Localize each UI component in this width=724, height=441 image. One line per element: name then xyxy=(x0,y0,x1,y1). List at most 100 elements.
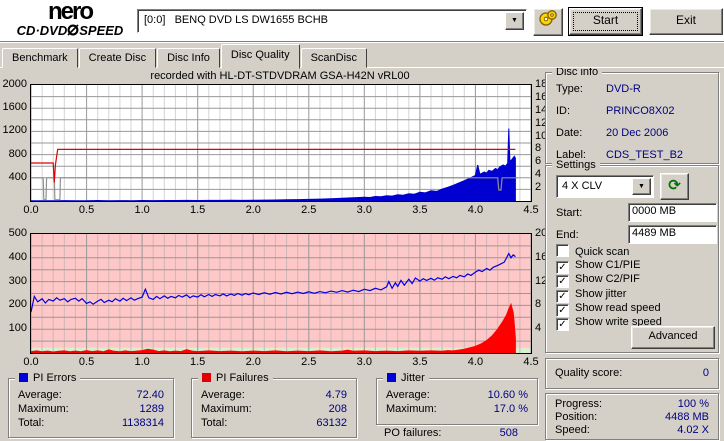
start-button[interactable]: Start xyxy=(568,7,643,36)
checkbox-row-show-write-speed[interactable]: ✓ Show write speed xyxy=(556,316,662,331)
pi-failures-panel: PI Failures Average: 4.79 Maximum: 208 Tot… xyxy=(191,372,357,438)
axis-tick-label: 0.5 xyxy=(78,204,95,216)
progress-panel: Progress: 100 % Position: 4488 MB Speed: 4.… xyxy=(545,393,719,440)
tab-scandisc[interactable]: ScanDisc xyxy=(300,48,368,68)
axis-tick-label: 2 xyxy=(535,181,542,194)
pi-errors-legend-swatch xyxy=(19,373,28,382)
chevron-down-icon[interactable]: ▼ xyxy=(505,12,524,30)
checkbox-row-quick-scan[interactable]: Quick scan xyxy=(556,244,629,258)
pi-errors-title: PI Errors xyxy=(33,372,77,384)
disc-info-label: ID: xyxy=(556,105,571,117)
axis-tick-label: 4.0 xyxy=(467,356,484,368)
jitter-legend-swatch xyxy=(387,373,396,382)
stat-label: Average: xyxy=(201,389,245,401)
progress-value: 100 % xyxy=(677,398,709,410)
disc-info-title: Disc info xyxy=(552,66,603,79)
disc-icon xyxy=(67,24,79,38)
speed-select[interactable]: 4 X CLV ▼ xyxy=(556,175,654,198)
tab-bar: Benchmark Create Disc Disc Info Disc Qua… xyxy=(2,44,368,69)
eject-disc-icon xyxy=(538,10,558,30)
axis-tick-label: 3.5 xyxy=(412,356,428,368)
disc-info-panel: Disc info Type: DVD-R ID: PRINCO8X02 Date:… xyxy=(545,66,719,164)
checkbox-row-show-c2-pif[interactable]: ✓ Show C2/PIF xyxy=(556,273,640,288)
jitter-title: Jitter xyxy=(401,372,425,384)
speed-label: Speed: xyxy=(555,424,590,436)
app-logo: nero CD·DVD SPEED xyxy=(6,0,134,38)
stat-label: Maximum: xyxy=(18,403,69,415)
stat-value: 1289 xyxy=(139,403,164,415)
axis-tick-label: 1.0 xyxy=(134,204,150,216)
stat-value: 208 xyxy=(328,403,347,415)
axis-tick-label: 2000 xyxy=(2,78,27,90)
tab-disc-info[interactable]: Disc Info xyxy=(157,48,220,68)
position-label: Position: xyxy=(555,411,598,423)
disc-info-value: DVD-R xyxy=(606,83,641,95)
exit-button[interactable]: Exit xyxy=(649,8,723,35)
stat-label: Total: xyxy=(201,417,228,429)
stat-label: Maximum: xyxy=(201,403,252,415)
axis-tick-label: 0.0 xyxy=(23,204,39,216)
axis-tick-label: 3.5 xyxy=(412,204,428,216)
axis-tick-label: 14 xyxy=(535,103,548,116)
stat-value: 4.79 xyxy=(325,389,347,401)
refresh-button[interactable]: ⟳ xyxy=(660,173,689,200)
axis-tick-label: 4 xyxy=(535,168,542,181)
logo-nero-text: nero xyxy=(47,0,94,25)
axis-tick-label: 2.0 xyxy=(245,356,261,368)
axis-tick-label: 2.0 xyxy=(245,204,261,216)
refresh-icon: ⟳ xyxy=(668,177,681,194)
speed-select-value: 4 X CLV xyxy=(562,180,603,192)
disc-info-label: Label: xyxy=(556,149,586,161)
axis-tick-label: 12 xyxy=(535,116,548,129)
show-read-speed-checkbox[interactable]: ✓ xyxy=(556,304,569,317)
show-c2-pif-checkbox[interactable]: ✓ xyxy=(556,275,569,288)
show-write-speed-checkbox[interactable]: ✓ xyxy=(556,318,569,331)
axis-tick-label: 18 xyxy=(535,78,548,90)
axis-tick-label: 10 xyxy=(535,129,548,142)
start-field[interactable]: 0000 MB xyxy=(628,203,717,222)
drive-select[interactable]: [0:0] BENQ DVD LS DW1655 BCHB ▼ xyxy=(137,9,527,33)
checkbox-row-show-read-speed[interactable]: ✓ Show read speed xyxy=(556,302,661,317)
position-value: 4488 MB xyxy=(664,411,709,423)
tab-create-disc[interactable]: Create Disc xyxy=(78,48,157,68)
eject-button[interactable] xyxy=(533,8,563,36)
disc-info-label: Date: xyxy=(556,127,583,139)
axis-tick-label: 4.5 xyxy=(523,356,539,368)
settings-panel: Settings 4 X CLV ▼ ⟳ Start: 0000 MB End:… xyxy=(545,159,719,353)
drive-select-value: [0:0] BENQ DVD LS DW1655 BCHB xyxy=(144,14,329,26)
axis-tick-label: 4.5 xyxy=(523,204,539,216)
axis-tick-label: 20 xyxy=(535,227,548,239)
toolbar-divider xyxy=(0,41,724,43)
quick-scan-checkbox[interactable] xyxy=(556,244,569,257)
quality-score-value: 0 xyxy=(702,367,709,379)
axis-tick-label: 800 xyxy=(8,147,27,160)
end-field[interactable]: 4489 MB xyxy=(628,225,717,244)
jitter-panel: Jitter Average: 10.60 % Maximum: 17.0 % xyxy=(376,372,538,425)
disc-info-value: PRINCO8X02 xyxy=(606,105,675,117)
show-jitter-checkbox[interactable]: ✓ xyxy=(556,290,569,303)
checkbox-row-show-jitter[interactable]: ✓ Show jitter xyxy=(556,288,626,303)
jitter-chart: 500 400 300 200 100 20 16 12 8 4 0.0 0.5 1.0 1.5 2.0 2.… xyxy=(9,227,548,368)
disc-info-value: 20 Dec 2006 xyxy=(606,127,669,139)
axis-tick-label: 3.0 xyxy=(356,356,372,368)
stat-label: Maximum: xyxy=(386,403,437,415)
start-field-label: Start: xyxy=(556,207,583,219)
tab-benchmark[interactable]: Benchmark xyxy=(2,48,78,68)
axis-tick-label: 400 xyxy=(8,170,27,183)
axis-tick-label: 1200 xyxy=(2,124,27,137)
po-failures-row: PO failures: 508 xyxy=(384,427,518,440)
advanced-button[interactable]: Advanced xyxy=(631,326,715,349)
stat-label: Total: xyxy=(18,417,45,429)
axis-tick-label: 4.0 xyxy=(467,204,484,216)
axis-tick-label: 16 xyxy=(535,250,548,263)
axis-tick-label: 2.5 xyxy=(301,356,317,368)
tab-disc-quality[interactable]: Disc Quality xyxy=(220,44,300,69)
settings-title: Settings xyxy=(552,159,600,172)
stat-value: 10.60 % xyxy=(487,389,528,401)
show-c1-pie-checkbox[interactable]: ✓ xyxy=(556,261,569,274)
chevron-down-icon[interactable]: ▼ xyxy=(632,178,651,195)
speed-value: 4.02 X xyxy=(677,424,709,436)
axis-tick-label: 8 xyxy=(535,142,542,155)
checkbox-row-show-c1-pie[interactable]: ✓ Show C1/PIE xyxy=(556,259,640,274)
